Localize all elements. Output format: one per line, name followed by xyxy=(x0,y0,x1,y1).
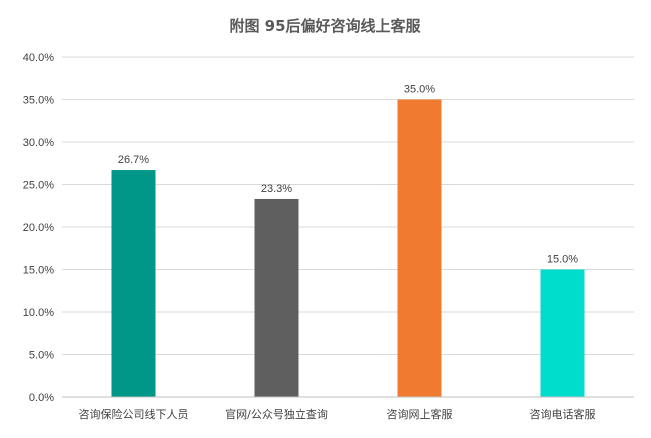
y-tick-label: 30.0% xyxy=(23,137,54,149)
y-tick-label: 20.0% xyxy=(23,222,54,234)
bar xyxy=(397,99,442,397)
y-tick-label: 35.0% xyxy=(23,95,54,107)
y-tick-label: 10.0% xyxy=(23,307,54,319)
x-axis-category-labels: 咨询保险公司线下人员 官网/公众号独立查询 咨询网上客服 咨询电话客服 xyxy=(79,407,596,421)
gridlines xyxy=(62,56,634,355)
x-category-label: 咨询网上客服 xyxy=(387,407,453,421)
y-tick-label: 0.0% xyxy=(29,392,54,404)
data-label: 26.7% xyxy=(118,154,149,166)
data-label: 15.0% xyxy=(547,254,578,266)
y-tick-label: 15.0% xyxy=(23,265,54,277)
chart-title: 附图 95后偏好咨询线上客服 xyxy=(229,17,421,35)
y-tick-label: 40.0% xyxy=(23,52,54,64)
bar xyxy=(111,170,156,397)
data-labels: 26.7% 23.3% 35.0% 15.0% xyxy=(118,84,578,266)
y-tick-label: 25.0% xyxy=(23,180,54,192)
y-tick-label: 5.0% xyxy=(29,350,54,362)
bar xyxy=(254,198,299,397)
bars xyxy=(111,99,585,397)
data-label: 23.3% xyxy=(261,183,292,195)
x-category-label: 咨询电话客服 xyxy=(530,407,596,421)
data-label: 35.0% xyxy=(404,84,435,96)
x-category-label: 咨询保险公司线下人员 xyxy=(79,407,189,421)
bar xyxy=(540,269,585,397)
y-axis-tick-labels: 0.0% 5.0% 10.0% 15.0% 20.0% 25.0% 30.0% 35.0% 40… xyxy=(23,52,54,404)
x-category-label: 官网/公众号独立查询 xyxy=(225,407,328,421)
